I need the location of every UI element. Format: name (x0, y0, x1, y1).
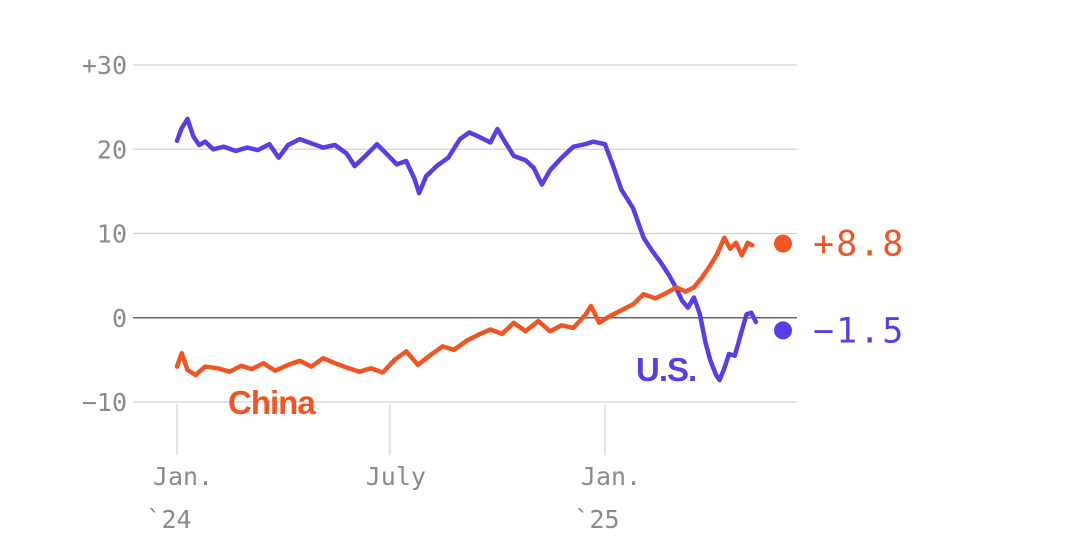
end-point-marker (774, 321, 792, 340)
series-lines (174, 116, 759, 383)
end-value-label: −1.5 (813, 311, 905, 351)
x-tick-sublabel: `25 (574, 505, 619, 534)
x-tick-label: Jan. (581, 462, 641, 491)
y-axis: +30 20 10 0 −10 (82, 51, 127, 417)
x-axis: Jan. `24 July Jan. `25 (146, 404, 641, 534)
x-tick-label: July (366, 462, 426, 491)
y-tick-label: 10 (97, 220, 127, 249)
series-labels: −1.5 +8.8 U.S. China (228, 225, 905, 421)
end-value-label: +8.8 (813, 225, 905, 265)
y-tick-label: 20 (97, 135, 127, 164)
gridlines (133, 64, 797, 403)
x-tick-sublabel: `24 (146, 505, 191, 534)
y-tick-label: 0 (112, 304, 127, 333)
series-name-label: China (228, 384, 316, 421)
x-tick-label: Jan. (153, 462, 213, 491)
end-point-marker (774, 234, 792, 253)
y-tick-label: +30 (82, 51, 127, 80)
y-tick-label: −10 (82, 388, 127, 417)
series-line-china (174, 235, 755, 378)
series-name-label: U.S. (636, 351, 696, 388)
series-line-us (174, 116, 759, 383)
